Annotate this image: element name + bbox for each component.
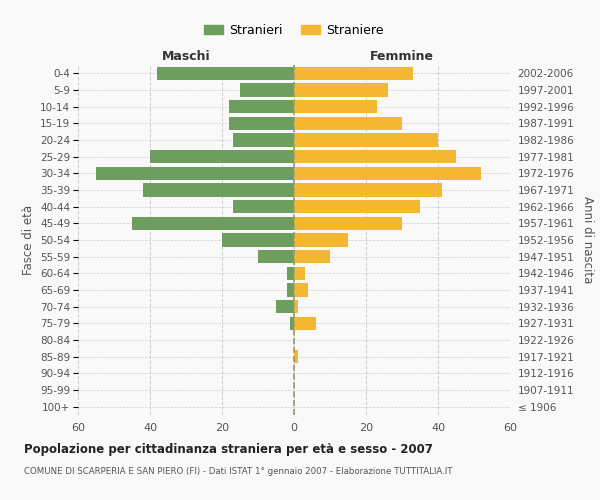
Bar [150,150,294,164]
Bar [229,100,294,114]
Text: Maschi: Maschi [161,50,211,64]
Bar [294,150,456,164]
Bar [294,200,420,213]
Bar [132,216,294,230]
Bar [240,84,294,96]
Bar [294,66,413,80]
Bar [294,266,305,280]
Text: COMUNE DI SCARPERIA E SAN PIERO (FI) - Dati ISTAT 1° gennaio 2007 - Elaborazione: COMUNE DI SCARPERIA E SAN PIERO (FI) - D… [24,468,452,476]
Bar [233,200,294,213]
Bar [294,234,348,246]
Bar [287,284,294,296]
Bar [157,66,294,80]
Bar [294,84,388,96]
Text: Femmine: Femmine [370,50,434,64]
Text: Popolazione per cittadinanza straniera per età e sesso - 2007: Popolazione per cittadinanza straniera p… [24,442,433,456]
Bar [233,134,294,146]
Y-axis label: Anni di nascita: Anni di nascita [581,196,594,284]
Bar [229,116,294,130]
Y-axis label: Fasce di età: Fasce di età [22,205,35,275]
Bar [294,100,377,114]
Bar [287,266,294,280]
Bar [294,134,438,146]
Bar [294,184,442,196]
Bar [290,316,294,330]
Bar [294,350,298,364]
Bar [294,250,330,264]
Bar [294,300,298,314]
Bar [294,166,481,180]
Bar [294,116,402,130]
Bar [96,166,294,180]
Legend: Stranieri, Straniere: Stranieri, Straniere [199,18,389,42]
Bar [276,300,294,314]
Bar [294,316,316,330]
Bar [294,216,402,230]
Bar [143,184,294,196]
Bar [222,234,294,246]
Bar [258,250,294,264]
Bar [294,284,308,296]
